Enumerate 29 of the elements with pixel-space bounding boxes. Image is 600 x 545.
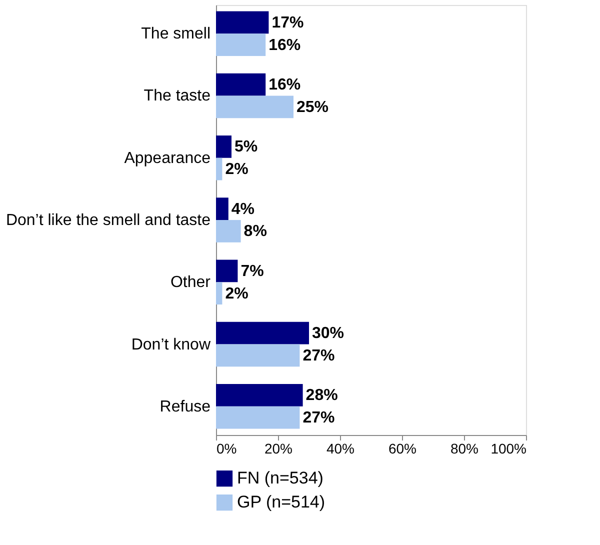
data-label: 30% — [312, 325, 344, 342]
y-tick-label: The smell — [141, 26, 210, 43]
y-tick-label: Refuse — [160, 398, 211, 416]
data-label: 2% — [225, 285, 248, 302]
y-tick-label: Other — [170, 274, 212, 292]
y-tick-label: The taste — [144, 88, 211, 105]
legend-label: FN (n=534) — [237, 468, 324, 488]
data-label: 4% — [231, 200, 255, 218]
legend-label: GP (n=514) — [237, 492, 326, 512]
data-label: 25% — [296, 98, 329, 116]
x-tick-label: 80% — [450, 440, 479, 456]
data-label: 2% — [225, 161, 248, 178]
data-label: 7% — [240, 262, 264, 280]
data-label: 27% — [302, 347, 335, 364]
x-tick-label: 20% — [264, 440, 293, 456]
data-label: 16% — [268, 76, 301, 94]
data-label: 8% — [244, 223, 267, 240]
data-label: 27% — [302, 410, 335, 427]
data-label: 28% — [306, 387, 338, 404]
y-tick-label: Don’t know — [131, 336, 211, 354]
data-label: 5% — [234, 138, 258, 156]
y-tick-label: Appearance — [124, 150, 211, 167]
x-tick-label: 0% — [216, 440, 237, 456]
x-tick-label: 100% — [490, 440, 526, 456]
y-tick-label: Don’t like the smell and taste — [6, 212, 211, 229]
x-tick-label: 40% — [326, 440, 355, 456]
data-label: 16% — [268, 36, 301, 54]
x-tick-label: 60% — [388, 440, 417, 456]
data-label: 17% — [272, 14, 304, 32]
